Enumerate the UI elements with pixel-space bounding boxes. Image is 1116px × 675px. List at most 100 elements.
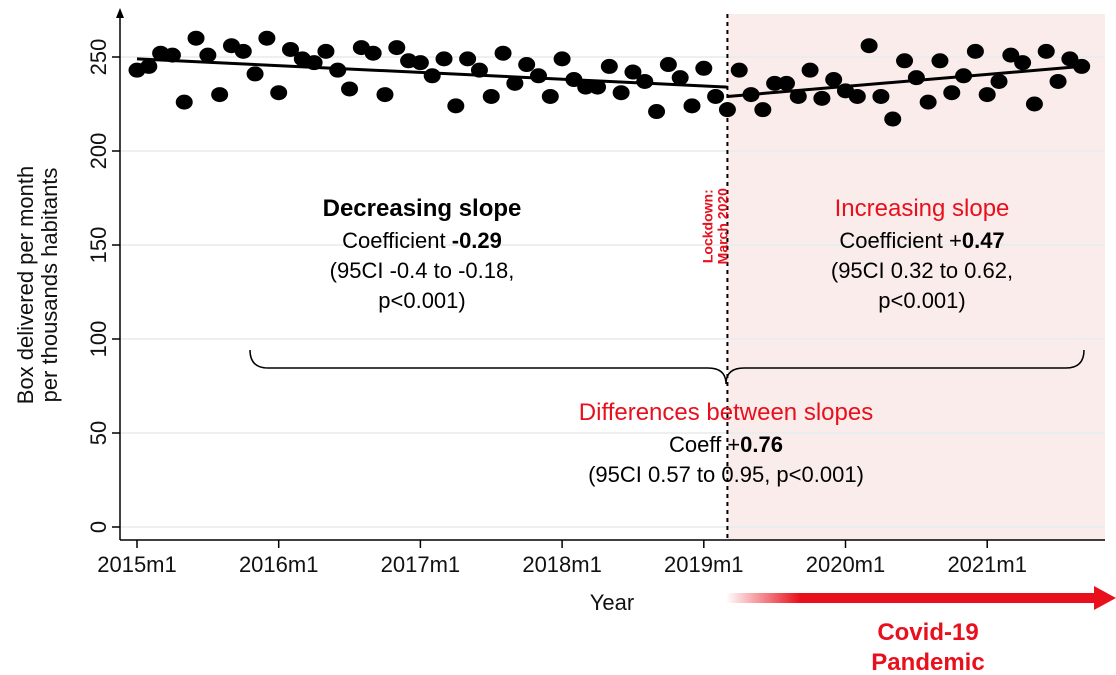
x-tick-label: 2020m1	[806, 552, 886, 577]
data-point	[919, 94, 937, 110]
data-point	[1014, 55, 1032, 71]
data-point	[140, 58, 158, 74]
x-tick-label: 2017m1	[381, 552, 461, 577]
data-point	[329, 62, 347, 78]
trend-line	[136, 57, 728, 89]
data-point	[494, 45, 512, 61]
x-tick-label: 2021m1	[947, 552, 1027, 577]
data-point	[447, 98, 465, 114]
data-point	[1037, 43, 1055, 59]
data-point	[966, 43, 984, 59]
data-point	[577, 79, 595, 95]
y-tick-label: 150	[86, 227, 111, 264]
data-point	[282, 41, 300, 57]
differences-title: Differences between slopes	[579, 399, 873, 426]
increasing-slope-ci-line2: p<0.001)	[878, 288, 965, 313]
data-point	[234, 43, 252, 59]
data-point	[506, 75, 524, 91]
data-point	[813, 90, 831, 106]
y-tick-label: 100	[86, 321, 111, 358]
data-point	[175, 94, 193, 110]
x-tick-label: 2018m1	[522, 552, 602, 577]
data-point	[518, 57, 536, 73]
slopes-brace	[249, 349, 1085, 385]
data-point	[1002, 47, 1020, 63]
data-point	[754, 102, 772, 118]
data-point	[990, 73, 1008, 89]
data-point	[907, 70, 925, 86]
x-axis-ticks: 2015m1 2016m1 2017m1 2018m1 2019m1 2020m1 2021…	[97, 540, 1027, 577]
data-point	[931, 53, 949, 69]
data-point	[187, 30, 205, 46]
data-point	[766, 75, 784, 91]
data-point	[683, 98, 701, 114]
data-point	[388, 40, 406, 56]
data-point	[541, 88, 559, 104]
increasing-slope-title: Increasing slope	[835, 195, 1010, 222]
lockdown-label-line2: March 2020	[714, 188, 730, 264]
x-tick-label: 2016m1	[239, 552, 319, 577]
data-point	[411, 55, 429, 71]
decreasing-slope-coefficient: Coefficient -0.29	[342, 228, 502, 253]
y-tick-label: 250	[86, 39, 111, 76]
decreasing-slope-ci-line2: p<0.001)	[378, 288, 465, 313]
data-point	[671, 70, 689, 86]
data-point	[801, 62, 819, 78]
data-point	[1049, 73, 1067, 89]
data-point	[423, 68, 441, 84]
data-point	[777, 75, 795, 91]
decreasing-slope-title: Decreasing slope	[323, 195, 522, 222]
trend-line	[727, 64, 1082, 98]
x-axis-title: Year	[590, 590, 634, 615]
decreasing-slope-ci-line1: (95CI -0.4 to -0.18,	[330, 258, 515, 283]
data-point	[659, 57, 677, 73]
data-point	[553, 51, 571, 67]
data-point	[199, 47, 217, 63]
data-point	[270, 85, 288, 101]
y-tick-label: 200	[86, 133, 111, 170]
y-tick-label: 0	[86, 521, 111, 533]
data-point	[707, 88, 725, 104]
data-point	[482, 88, 500, 104]
data-point	[789, 88, 807, 104]
data-point	[435, 51, 453, 67]
data-point	[978, 87, 996, 103]
data-point	[884, 111, 902, 127]
data-point	[848, 88, 866, 104]
pandemic-arrow-shaft	[726, 593, 1096, 603]
differences-coefficient: Coeff +0.76	[669, 432, 783, 457]
data-point	[636, 73, 654, 89]
differences-ci: (95CI 0.57 to 0.95, p<0.001)	[588, 462, 864, 487]
data-point	[872, 88, 890, 104]
data-point	[896, 53, 914, 69]
data-point	[648, 104, 666, 120]
trend-lines	[136, 57, 1082, 98]
data-point	[695, 60, 713, 76]
lockdown-label-line1: Lockdown:	[699, 189, 715, 263]
data-point	[612, 85, 630, 101]
y-axis-arrow-icon	[116, 8, 124, 18]
data-point	[317, 43, 335, 59]
pandemic-label-line1: Covid-19	[877, 619, 978, 646]
increasing-slope-ci-line1: (95CI 0.32 to 0.62,	[831, 258, 1013, 283]
pandemic-arrow-head-icon	[1094, 586, 1116, 610]
data-point	[376, 87, 394, 103]
y-axis-title: Box delivered per month per thousands ha…	[13, 166, 62, 404]
data-point	[943, 85, 961, 101]
y-axis-ticks: 0 50 100 150 200 250	[86, 39, 120, 533]
y-axis-title-line1: Box delivered per month	[13, 166, 38, 404]
data-point	[246, 66, 264, 82]
data-point	[211, 87, 229, 103]
data-point	[341, 81, 359, 97]
data-point	[1061, 51, 1079, 67]
y-tick-label: 50	[86, 421, 111, 445]
y-axis-title-line2: per thousands habitants	[37, 168, 62, 403]
data-point	[459, 51, 477, 67]
increasing-slope-coefficient: Coefficient +0.47	[839, 228, 1004, 253]
data-point	[1025, 96, 1043, 112]
data-point	[860, 38, 878, 54]
data-point	[589, 79, 607, 95]
data-point	[718, 102, 736, 118]
data-point	[825, 72, 843, 88]
